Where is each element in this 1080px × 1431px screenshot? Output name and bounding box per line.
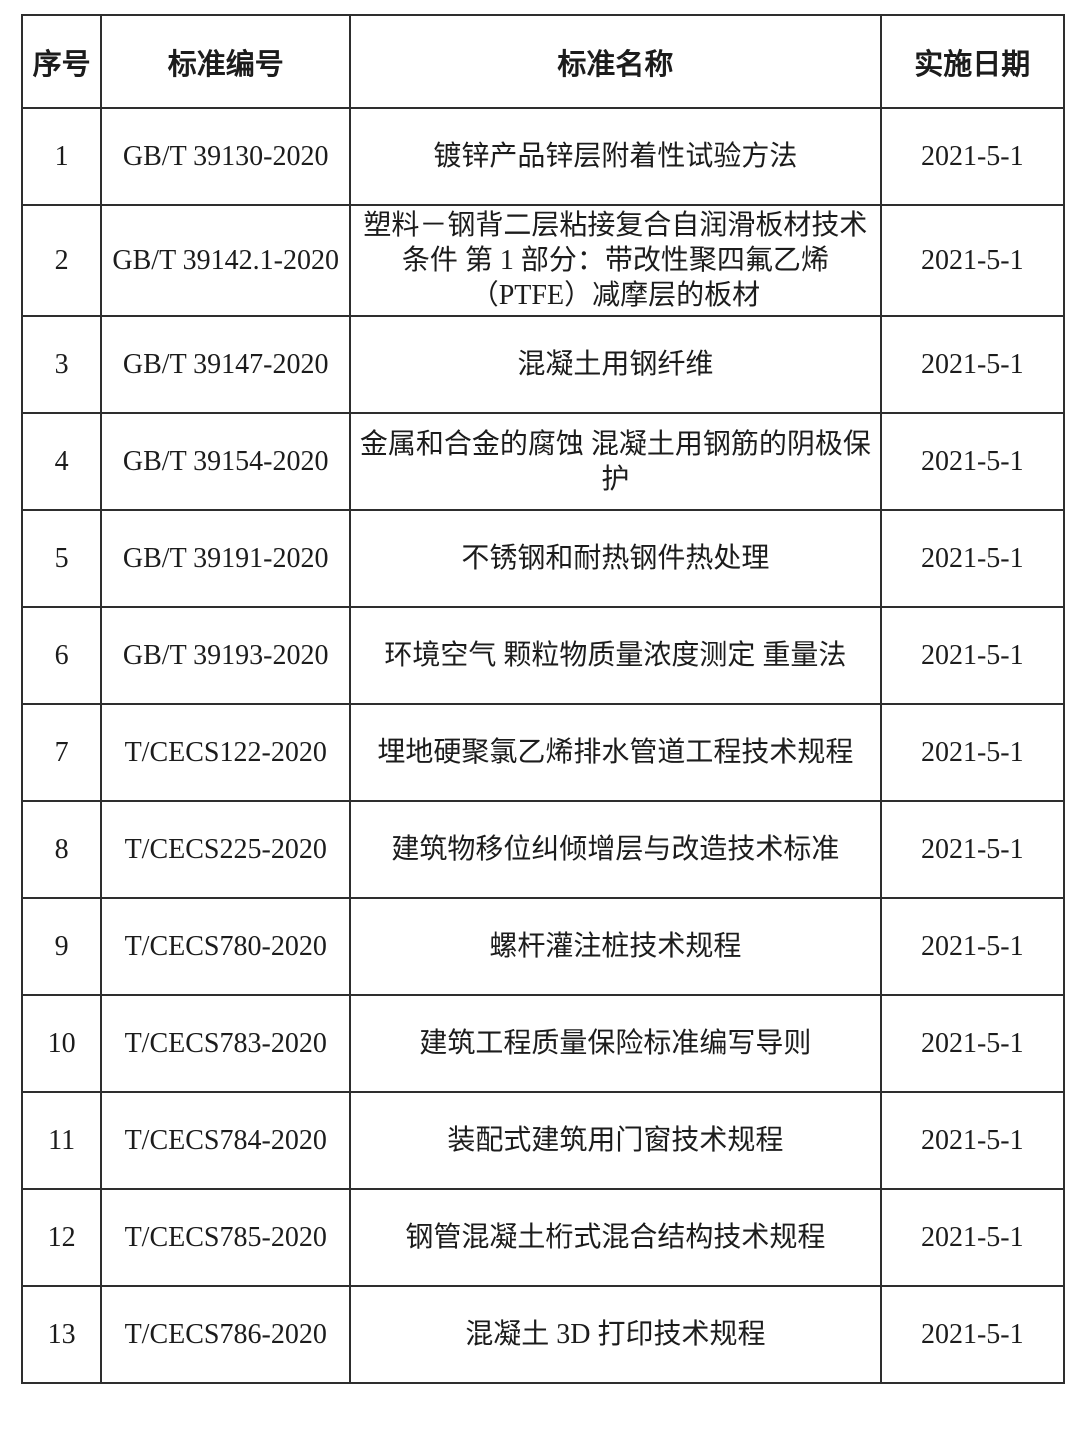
table-row: 9 T/CECS780-2020 螺杆灌注桩技术规程 2021-5-1 [20, 897, 1066, 996]
cell-standard-code: T/CECS786-2020 [100, 1285, 352, 1384]
table-row: 12 T/CECS785-2020 钢管混凝土桁式混合结构技术规程 2021-5… [20, 1188, 1066, 1287]
table-row: 13 T/CECS786-2020 混凝土 3D 打印技术规程 2021-5-1 [20, 1285, 1066, 1384]
cell-standard-name: 钢管混凝土桁式混合结构技术规程 [349, 1188, 882, 1287]
cell-standard-name: 镀锌产品锌层附着性试验方法 [349, 107, 882, 206]
cell-implementation-date: 2021-5-1 [879, 800, 1066, 899]
table-row: 4 GB/T 39154-2020 金属和合金的腐蚀 混凝土用钢筋的阴极保护 2… [20, 412, 1066, 511]
table-row: 2 GB/T 39142.1-2020 塑料－钢背二层粘接复合自润滑板材技术条件… [20, 204, 1066, 317]
cell-implementation-date: 2021-5-1 [879, 703, 1066, 802]
cell-serial-number: 4 [20, 412, 103, 511]
header-row: 序号 标准编号 标准名称 实施日期 [20, 14, 1066, 109]
cell-serial-number: 2 [20, 204, 103, 317]
cell-implementation-date: 2021-5-1 [879, 1091, 1066, 1190]
cell-implementation-date: 2021-5-1 [879, 1285, 1066, 1384]
cell-standard-code: T/CECS783-2020 [100, 994, 352, 1093]
cell-implementation-date: 2021-5-1 [879, 107, 1066, 206]
cell-implementation-date: 2021-5-1 [879, 315, 1066, 414]
cell-serial-number: 10 [20, 994, 103, 1093]
cell-standard-code: GB/T 39147-2020 [100, 315, 352, 414]
cell-serial-number: 1 [20, 107, 103, 206]
table-body: 1 GB/T 39130-2020 镀锌产品锌层附着性试验方法 2021-5-1… [20, 107, 1066, 1384]
cell-standard-name: 环境空气 颗粒物质量浓度测定 重量法 [349, 606, 882, 705]
cell-standard-name: 建筑物移位纠倾增层与改造技术标准 [349, 800, 882, 899]
table-row: 5 GB/T 39191-2020 不锈钢和耐热钢件热处理 2021-5-1 [20, 509, 1066, 608]
cell-standard-code: T/CECS784-2020 [100, 1091, 352, 1190]
cell-standard-code: T/CECS780-2020 [100, 897, 352, 996]
standards-table: 序号 标准编号 标准名称 实施日期 1 GB/T 39130-2020 镀锌产品… [20, 14, 1066, 1384]
table-row: 8 T/CECS225-2020 建筑物移位纠倾增层与改造技术标准 2021-5… [20, 800, 1066, 899]
cell-serial-number: 9 [20, 897, 103, 996]
cell-standard-name: 埋地硬聚氯乙烯排水管道工程技术规程 [349, 703, 882, 802]
cell-standard-name: 装配式建筑用门窗技术规程 [349, 1091, 882, 1190]
cell-standard-name: 塑料－钢背二层粘接复合自润滑板材技术条件 第 1 部分：带改性聚四氟乙烯（PTF… [349, 204, 882, 317]
header-standard-code: 标准编号 [100, 14, 352, 109]
cell-standard-name: 建筑工程质量保险标准编写导则 [349, 994, 882, 1093]
cell-serial-number: 13 [20, 1285, 103, 1384]
cell-serial-number: 11 [20, 1091, 103, 1190]
header-implementation-date: 实施日期 [879, 14, 1066, 109]
header-serial-number: 序号 [20, 14, 103, 109]
cell-serial-number: 5 [20, 509, 103, 608]
cell-standard-name: 螺杆灌注桩技术规程 [349, 897, 882, 996]
cell-standard-name: 混凝土 3D 打印技术规程 [349, 1285, 882, 1384]
cell-implementation-date: 2021-5-1 [879, 897, 1066, 996]
cell-standard-code: T/CECS785-2020 [100, 1188, 352, 1287]
cell-implementation-date: 2021-5-1 [879, 994, 1066, 1093]
table-row: 10 T/CECS783-2020 建筑工程质量保险标准编写导则 2021-5-… [20, 994, 1066, 1093]
cell-serial-number: 3 [20, 315, 103, 414]
cell-standard-code: GB/T 39154-2020 [100, 412, 352, 511]
table-row: 1 GB/T 39130-2020 镀锌产品锌层附着性试验方法 2021-5-1 [20, 107, 1066, 206]
cell-standard-code: GB/T 39191-2020 [100, 509, 352, 608]
cell-implementation-date: 2021-5-1 [879, 204, 1066, 317]
cell-implementation-date: 2021-5-1 [879, 509, 1066, 608]
table-row: 7 T/CECS122-2020 埋地硬聚氯乙烯排水管道工程技术规程 2021-… [20, 703, 1066, 802]
cell-standard-code: T/CECS122-2020 [100, 703, 352, 802]
table-row: 6 GB/T 39193-2020 环境空气 颗粒物质量浓度测定 重量法 202… [20, 606, 1066, 705]
cell-implementation-date: 2021-5-1 [879, 606, 1066, 705]
table-row: 3 GB/T 39147-2020 混凝土用钢纤维 2021-5-1 [20, 315, 1066, 414]
cell-standard-code: GB/T 39193-2020 [100, 606, 352, 705]
cell-serial-number: 12 [20, 1188, 103, 1287]
cell-standard-code: GB/T 39130-2020 [100, 107, 352, 206]
cell-serial-number: 7 [20, 703, 103, 802]
cell-standard-code: GB/T 39142.1-2020 [100, 204, 352, 317]
cell-standard-code: T/CECS225-2020 [100, 800, 352, 899]
cell-standard-name: 不锈钢和耐热钢件热处理 [349, 509, 882, 608]
cell-standard-name: 混凝土用钢纤维 [349, 315, 882, 414]
cell-serial-number: 8 [20, 800, 103, 899]
cell-serial-number: 6 [20, 606, 103, 705]
cell-standard-name: 金属和合金的腐蚀 混凝土用钢筋的阴极保护 [349, 412, 882, 511]
cell-implementation-date: 2021-5-1 [879, 412, 1066, 511]
header-standard-name: 标准名称 [349, 14, 882, 109]
cell-implementation-date: 2021-5-1 [879, 1188, 1066, 1287]
table-row: 11 T/CECS784-2020 装配式建筑用门窗技术规程 2021-5-1 [20, 1091, 1066, 1190]
